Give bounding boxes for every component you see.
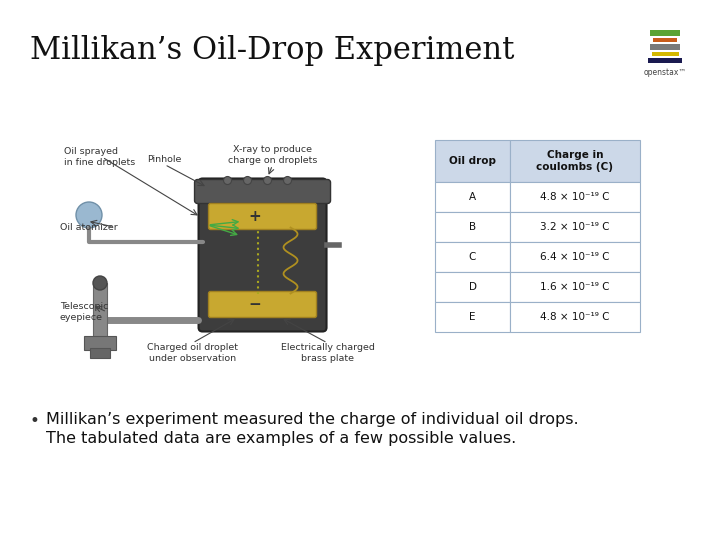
Text: A: A bbox=[469, 192, 476, 202]
FancyBboxPatch shape bbox=[199, 179, 327, 332]
Text: Pinhole: Pinhole bbox=[148, 156, 181, 165]
Text: Charged oil droplet
under observation: Charged oil droplet under observation bbox=[147, 343, 238, 363]
Circle shape bbox=[284, 177, 292, 185]
Bar bbox=[650, 44, 680, 50]
Text: Millikan’s Oil-Drop Experiment: Millikan’s Oil-Drop Experiment bbox=[30, 35, 514, 66]
Bar bbox=[435, 182, 510, 212]
FancyBboxPatch shape bbox=[194, 179, 330, 204]
Bar bbox=[510, 302, 640, 332]
Bar bbox=[650, 30, 680, 36]
Text: Oil atomizer: Oil atomizer bbox=[60, 222, 118, 232]
Circle shape bbox=[93, 276, 107, 290]
Bar bbox=[510, 182, 640, 212]
Bar bbox=[52, 135, 415, 385]
Bar bbox=[435, 272, 510, 302]
Bar bbox=[648, 58, 682, 63]
Text: 4.8 × 10⁻¹⁹ C: 4.8 × 10⁻¹⁹ C bbox=[540, 192, 610, 202]
FancyBboxPatch shape bbox=[209, 204, 317, 230]
Text: X-ray to produce
charge on droplets: X-ray to produce charge on droplets bbox=[228, 145, 318, 165]
Bar bbox=[435, 242, 510, 272]
Text: Electrically charged
brass plate: Electrically charged brass plate bbox=[281, 343, 374, 363]
Text: +: + bbox=[248, 209, 261, 224]
Bar bbox=[652, 52, 678, 56]
Text: Millikan’s experiment measured the charge of individual oil drops.: Millikan’s experiment measured the charg… bbox=[46, 412, 579, 427]
Text: D: D bbox=[469, 282, 477, 292]
Bar bbox=[510, 272, 640, 302]
Text: −: − bbox=[248, 297, 261, 312]
Circle shape bbox=[243, 177, 251, 185]
Bar bbox=[435, 302, 510, 332]
Bar bbox=[90, 348, 110, 358]
Text: 4.8 × 10⁻¹⁹ C: 4.8 × 10⁻¹⁹ C bbox=[540, 312, 610, 322]
Bar bbox=[653, 38, 677, 42]
Circle shape bbox=[223, 177, 232, 185]
Text: 6.4 × 10⁻¹⁹ C: 6.4 × 10⁻¹⁹ C bbox=[540, 252, 610, 262]
Text: Oil drop: Oil drop bbox=[449, 156, 496, 166]
Text: C: C bbox=[469, 252, 476, 262]
Circle shape bbox=[76, 202, 102, 228]
Circle shape bbox=[264, 177, 271, 185]
Bar bbox=[510, 242, 640, 272]
Text: Charge in
coulombs (C): Charge in coulombs (C) bbox=[536, 150, 613, 172]
Text: The tabulated data are examples of a few possible values.: The tabulated data are examples of a few… bbox=[46, 431, 516, 446]
Bar bbox=[435, 212, 510, 242]
Bar bbox=[93, 283, 107, 338]
Text: E: E bbox=[469, 312, 476, 322]
Text: •: • bbox=[30, 412, 40, 430]
Text: 3.2 × 10⁻¹⁹ C: 3.2 × 10⁻¹⁹ C bbox=[540, 222, 610, 232]
Text: Telescopic
eyepiece: Telescopic eyepiece bbox=[60, 302, 109, 322]
Bar bbox=[84, 336, 116, 350]
Text: B: B bbox=[469, 222, 476, 232]
Bar bbox=[435, 140, 510, 182]
Bar bbox=[510, 212, 640, 242]
Text: openstax™: openstax™ bbox=[644, 68, 686, 77]
FancyBboxPatch shape bbox=[209, 292, 317, 318]
Bar bbox=[510, 140, 640, 182]
Text: 1.6 × 10⁻¹⁹ C: 1.6 × 10⁻¹⁹ C bbox=[540, 282, 610, 292]
Text: Oil sprayed
in fine droplets: Oil sprayed in fine droplets bbox=[64, 147, 135, 167]
